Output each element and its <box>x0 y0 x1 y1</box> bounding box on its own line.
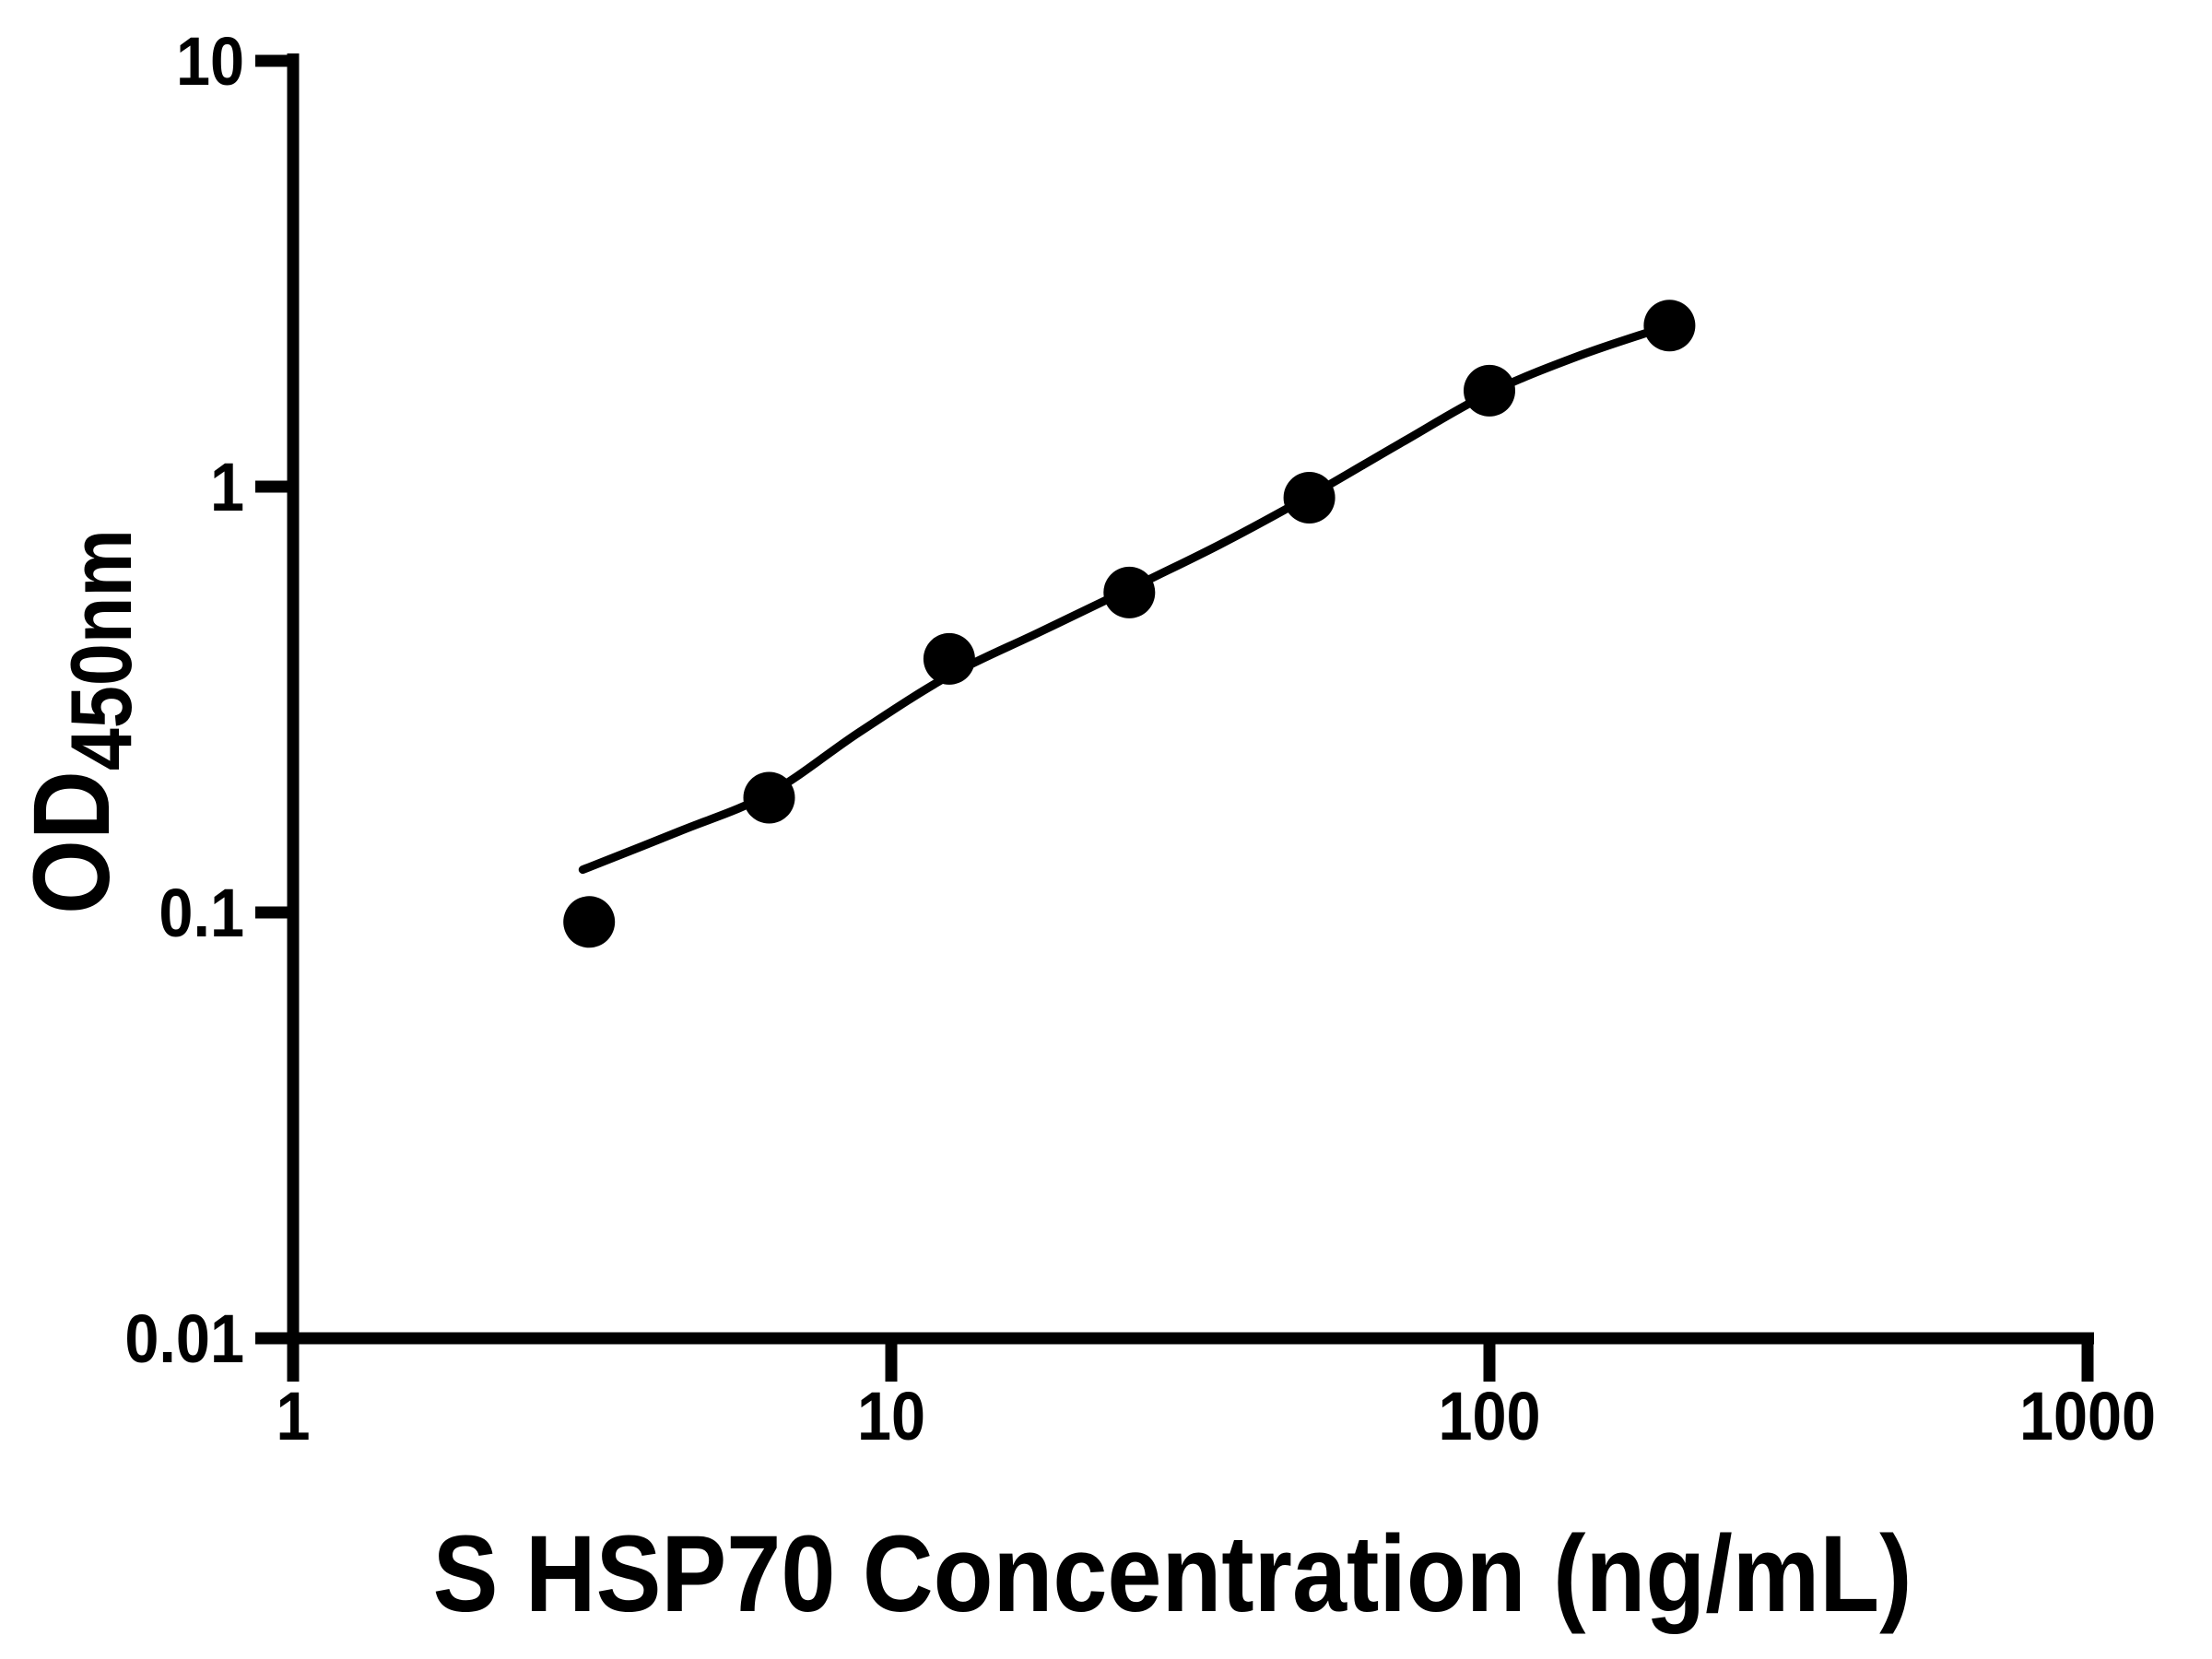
x-tick-label-1: 1 <box>276 1378 310 1454</box>
y-tick-label-0.1: 0.1 <box>159 875 244 951</box>
data-point-markers <box>563 300 1696 948</box>
y-tick-label-10: 10 <box>176 23 244 100</box>
x-tick-label-1000: 1000 <box>2019 1378 2156 1454</box>
x-tick-label-10: 10 <box>857 1378 925 1454</box>
y-tick-label-1: 1 <box>210 449 244 525</box>
data-point-marker <box>563 896 616 948</box>
data-point-marker <box>743 771 795 824</box>
y-axis-title-main: OD <box>10 771 133 914</box>
axes <box>287 53 2094 1345</box>
data-point-marker <box>1283 472 1335 524</box>
x-tick-label-100: 100 <box>1438 1378 1540 1454</box>
y-tick-label-0.01: 0.01 <box>124 1300 244 1377</box>
data-point-marker <box>1464 364 1515 417</box>
y-axis-title-subscript: 450nm <box>53 529 149 771</box>
y-axis-title: OD450nm <box>10 529 149 914</box>
axis-tick-labels: 10 1 0.1 0.01 1 10 100 1000 <box>124 23 2156 1454</box>
axis-ticks <box>255 54 2094 1382</box>
data-point-marker <box>923 632 975 685</box>
data-point-marker <box>1643 300 1696 352</box>
data-point-marker <box>1103 566 1156 618</box>
x-axis-title: S HSP70 Concentration (ng/mL) <box>433 1512 1912 1634</box>
